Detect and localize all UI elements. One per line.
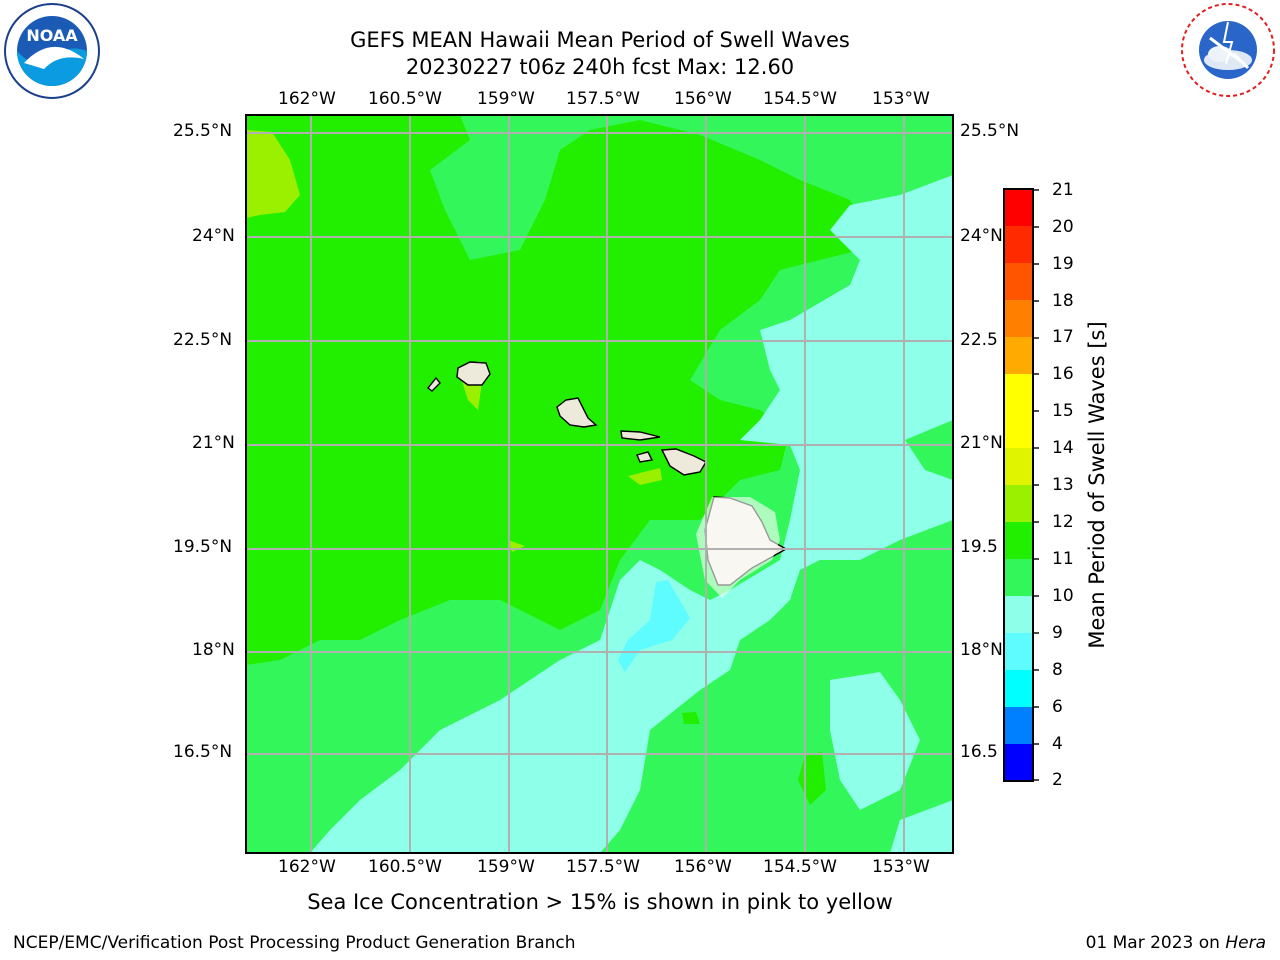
lon-label-top: 153°W	[872, 89, 930, 109]
lat-label-left: 25.5°N	[173, 121, 233, 141]
lon-label-bottom: 162°W	[278, 857, 336, 877]
colorbar	[1003, 188, 1034, 782]
land-mask	[696, 497, 780, 598]
colorbar-tick-label: 4	[1052, 734, 1063, 754]
credit-text: NCEP/EMC/Verification Post Processing Pr…	[13, 933, 576, 953]
lat-label-right: 19.5	[960, 537, 998, 557]
nws-logo	[1180, 2, 1276, 98]
island-oahu	[556, 397, 598, 428]
lat-label-left: 16.5°N	[173, 742, 233, 762]
lat-label-left: 18°N	[192, 640, 235, 660]
field-9-10	[310, 175, 953, 853]
island-molokai	[620, 430, 661, 441]
lat-label-left: 19.5°N	[173, 537, 233, 557]
date-text: 01 Mar 2023 on	[1085, 933, 1226, 953]
lat-label-right: 22.5	[960, 330, 998, 350]
island-niihau	[427, 376, 441, 392]
colorbar-tick-label: 21	[1052, 180, 1074, 200]
lon-label-bottom: 153°W	[872, 857, 930, 877]
lat-label-right: 21°N	[960, 433, 1003, 453]
graticule	[246, 115, 953, 853]
lon-label-top: 159°W	[477, 89, 535, 109]
field-9-10-patch	[830, 672, 920, 810]
colorbar-tick-label: 15	[1052, 401, 1074, 421]
colorbar-tick-label: 11	[1052, 549, 1074, 569]
field-11-12	[246, 115, 870, 665]
lat-label-left: 22.5°N	[173, 330, 233, 350]
field-12-13	[246, 130, 300, 218]
field-11-12-patch	[682, 712, 700, 724]
lon-label-top: 154.5°W	[763, 89, 837, 109]
lon-label-bottom: 159°W	[477, 857, 535, 877]
colorbar-tick-label: 19	[1052, 254, 1074, 274]
lat-label-right: 18°N	[960, 640, 1003, 660]
lon-label-bottom: 160.5°W	[368, 857, 442, 877]
island-lanai	[636, 451, 654, 463]
lon-label-top: 156°W	[674, 89, 732, 109]
chart-title: GEFS MEAN Hawaii Mean Period of Swell Wa…	[350, 28, 850, 52]
colorbar-tick-label: 12	[1052, 512, 1074, 532]
lon-label-bottom: 154.5°W	[763, 857, 837, 877]
colorbar-tick-label: 20	[1052, 217, 1074, 237]
colorbar-label: Mean Period of Swell Waves [s]	[1085, 321, 1109, 649]
field-9-10-patch	[890, 800, 953, 853]
colorbar-tick-label: 14	[1052, 438, 1074, 458]
lat-label-right: 25.5°N	[960, 121, 1020, 141]
lon-label-bottom: 157.5°W	[566, 857, 640, 877]
date-stamp: 01 Mar 2023 on Hera	[1086, 933, 1266, 953]
colorbar-tick-label: 17	[1052, 327, 1074, 347]
lon-label-top: 162°W	[278, 89, 336, 109]
field-8-9	[618, 580, 690, 672]
map-frame	[245, 114, 954, 854]
colorbar-tick-label: 2	[1052, 770, 1063, 790]
lat-label-left: 21°N	[192, 433, 235, 453]
lon-label-bottom: 156°W	[674, 857, 732, 877]
island-kauai	[456, 361, 491, 386]
lat-label-right: 16.5	[960, 742, 998, 762]
island-maui	[660, 448, 707, 476]
field-10-11-intrusion	[905, 420, 953, 480]
noaa-logo: NOAA	[4, 3, 100, 99]
host-name: Hera	[1225, 933, 1266, 953]
sea-ice-note: Sea Ice Concentration > 15% is shown in …	[307, 890, 893, 914]
colorbar-tick-label: 18	[1052, 291, 1074, 311]
colorbar-tick-label: 13	[1052, 475, 1074, 495]
field-12-13	[628, 468, 662, 485]
colorbar-tick-label: 10	[1052, 586, 1074, 606]
lat-label-right: 24°N	[960, 226, 1003, 246]
lon-label-top: 160.5°W	[368, 89, 442, 109]
chart-subtitle: 20230227 t06z 240h fcst Max: 12.60	[405, 55, 795, 79]
colorbar-tick-label: 8	[1052, 660, 1063, 680]
lon-label-top: 157.5°W	[566, 89, 640, 109]
lat-label-left: 24°N	[192, 226, 235, 246]
colorbar-tick-label: 6	[1052, 697, 1063, 717]
field-10-11-intrusion	[880, 545, 953, 620]
colorbar-tick-label: 16	[1052, 364, 1074, 384]
colorbar-tick-label: 9	[1052, 623, 1063, 643]
field-11-12-patch	[600, 485, 622, 505]
svg-text:NOAA: NOAA	[26, 26, 78, 45]
